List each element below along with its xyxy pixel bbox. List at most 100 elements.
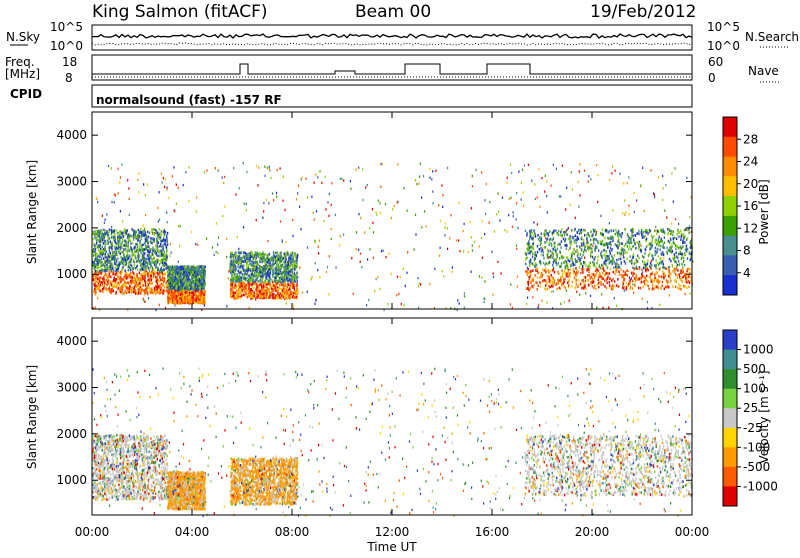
scatter-point bbox=[278, 258, 279, 261]
scatter-point bbox=[293, 292, 294, 295]
nsky-panel-frame bbox=[92, 25, 692, 50]
scatter-point bbox=[353, 293, 354, 295]
scatter-point bbox=[259, 252, 260, 255]
scatter-point bbox=[166, 267, 167, 270]
scatter-point bbox=[445, 222, 446, 224]
scatter-point bbox=[134, 264, 135, 267]
scatter-point bbox=[246, 269, 247, 272]
scatter-point bbox=[251, 273, 252, 276]
scatter-point bbox=[230, 261, 231, 264]
scatter-point bbox=[166, 259, 167, 262]
scatter-point bbox=[278, 273, 279, 276]
scatter-point bbox=[111, 167, 112, 169]
scatter-point bbox=[493, 276, 494, 278]
scatter-point bbox=[195, 288, 196, 291]
scatter-point bbox=[112, 288, 113, 291]
scatter-point bbox=[296, 289, 297, 292]
scatter-point bbox=[538, 306, 539, 308]
scatter-point bbox=[171, 283, 172, 286]
scatter-point bbox=[489, 222, 490, 224]
scatter-point bbox=[116, 286, 117, 289]
scatter-point bbox=[272, 295, 273, 298]
scatter-point bbox=[119, 280, 120, 283]
scatter-point bbox=[205, 265, 206, 268]
scatter-point bbox=[267, 274, 268, 277]
scatter-point bbox=[150, 240, 151, 243]
scatter-point bbox=[328, 293, 329, 295]
scatter-point bbox=[285, 263, 286, 266]
scatter-point bbox=[624, 289, 625, 291]
scatter-point bbox=[118, 246, 119, 249]
scatter-point bbox=[166, 255, 167, 258]
scatter-point bbox=[112, 252, 113, 255]
scatter-point bbox=[590, 295, 591, 297]
scatter-point bbox=[102, 215, 103, 217]
scatter-point bbox=[165, 231, 166, 234]
scatter-point bbox=[135, 292, 136, 295]
scatter-point bbox=[238, 270, 239, 273]
scatter-point bbox=[372, 208, 373, 210]
scatter-point bbox=[296, 284, 297, 287]
scatter-point bbox=[226, 238, 227, 240]
scatter-point bbox=[134, 275, 135, 278]
scatter-point bbox=[230, 265, 231, 268]
scatter-point bbox=[160, 243, 161, 246]
scatter-point bbox=[147, 254, 148, 257]
scatter-point bbox=[280, 284, 281, 287]
scatter-point bbox=[285, 297, 286, 300]
scatter-point bbox=[291, 272, 292, 275]
scatter-point bbox=[203, 273, 204, 276]
scatter-point bbox=[257, 275, 258, 278]
scatter-point bbox=[167, 272, 168, 275]
scatter-point bbox=[650, 169, 651, 171]
scatter-point bbox=[193, 294, 194, 297]
scatter-point bbox=[176, 184, 177, 186]
scatter-point bbox=[293, 278, 294, 281]
scatter-point bbox=[107, 253, 108, 256]
scatter-point bbox=[128, 269, 129, 272]
scatter-point bbox=[130, 264, 131, 267]
scatter-point bbox=[625, 211, 626, 213]
scatter-point bbox=[252, 271, 253, 274]
scatter-point bbox=[195, 294, 196, 297]
scatter-point bbox=[343, 233, 344, 235]
scatter-point bbox=[296, 286, 297, 289]
scatter-point bbox=[233, 295, 234, 298]
scatter-point bbox=[471, 207, 472, 209]
scatter-point bbox=[316, 210, 317, 212]
scatter-point bbox=[156, 279, 157, 282]
scatter-point bbox=[107, 232, 108, 235]
scatter-point bbox=[117, 278, 118, 281]
scatter-point bbox=[573, 241, 574, 244]
scatter-point bbox=[176, 280, 177, 283]
scatter-point bbox=[292, 256, 293, 259]
scatter-point bbox=[292, 268, 293, 271]
scatter-point bbox=[107, 289, 108, 292]
scatter-point bbox=[423, 175, 424, 177]
scatter-point bbox=[271, 177, 272, 179]
scatter-point bbox=[685, 293, 686, 295]
scatter-point bbox=[290, 254, 291, 257]
scatter-point bbox=[296, 295, 297, 298]
scatter-point bbox=[275, 289, 276, 292]
scatter-point bbox=[204, 282, 205, 285]
scatter-point bbox=[110, 240, 111, 243]
scatter-point bbox=[137, 243, 138, 246]
scatter-point bbox=[234, 264, 235, 267]
scatter-point bbox=[146, 288, 147, 291]
scatter-point bbox=[122, 289, 123, 292]
scatter-point bbox=[528, 164, 529, 166]
scatter-point bbox=[231, 294, 232, 297]
scatter-point bbox=[243, 277, 244, 280]
scatter-point bbox=[280, 276, 281, 279]
scatter-point bbox=[276, 264, 277, 267]
scatter-point bbox=[252, 255, 253, 258]
scatter-point bbox=[513, 215, 514, 217]
scatter-point bbox=[161, 173, 162, 175]
scatter-point bbox=[394, 205, 395, 207]
scatter-point bbox=[183, 291, 184, 294]
scatter-point bbox=[350, 180, 351, 182]
scatter-point bbox=[269, 258, 270, 261]
scatter-point bbox=[283, 176, 284, 178]
scatter-point bbox=[556, 168, 557, 170]
